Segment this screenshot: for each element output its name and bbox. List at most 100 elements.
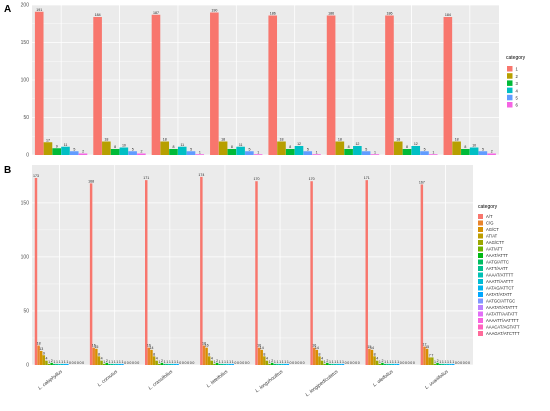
panel-b-bar-aatg-attc xyxy=(218,363,221,365)
panel-a-bar-3 xyxy=(227,149,237,155)
panel-a-legend-swatch xyxy=(507,73,513,79)
panel-a-bar-value-label: 1 xyxy=(374,150,376,154)
panel-b-bar-aatag-attct xyxy=(339,363,342,365)
panel-b-bar-aat-att xyxy=(378,363,382,365)
panel-a-bar-value-label: 17 xyxy=(46,138,50,142)
panel-b-legend-label: AAG/CTT xyxy=(486,240,505,245)
panel-a-bar-6 xyxy=(78,153,88,155)
panel-a-bar-value-label: 10 xyxy=(472,144,476,148)
panel-b-bar-aatt-aatt xyxy=(276,363,279,365)
panel-b-bar-value-label: 0 xyxy=(179,361,181,365)
panel-a-bar-value-label: 5 xyxy=(248,147,250,151)
panel-a-bar-6 xyxy=(428,154,438,155)
panel-b-bar-value-label: 1 xyxy=(111,360,113,364)
panel-a-legend-swatch xyxy=(507,94,513,101)
panel-b-legend-label: A/T xyxy=(486,214,493,219)
panel-b-bar-ag-ct xyxy=(315,349,319,365)
panel-b-bar-aaaat-atttt xyxy=(168,363,171,365)
panel-b-bar-value-label: 0 xyxy=(347,361,349,365)
panel-b-bar-value-label: 14 xyxy=(150,346,154,350)
panel-b-legend-label: AATAT/ATATT xyxy=(486,292,512,297)
panel-b-bar-value-label: 1 xyxy=(279,360,281,364)
panel-b-legend-swatch xyxy=(478,220,483,226)
panel-a-bar-4 xyxy=(236,146,245,155)
panel-b-bar-aatg-attc xyxy=(438,363,442,365)
panel-b-bar-value-label: 1 xyxy=(434,360,436,364)
panel-b-bar-aatg-attc xyxy=(53,363,56,365)
panel-b-bar-aaat-attt xyxy=(50,362,53,365)
panel-a-bar-value-label: 8 xyxy=(348,145,350,149)
panel-b-bar-value-label: 1 xyxy=(389,360,391,364)
panel-b-bar-aatt-aatt xyxy=(441,363,444,365)
panel-a-bar-value-label: 8 xyxy=(289,145,291,149)
panel-b-bar-value-label: 0 xyxy=(303,361,305,365)
panel-b-bar-value-label: 1 xyxy=(439,360,441,364)
panel-a-bar-1 xyxy=(210,12,219,155)
panel-b-bar-c-g xyxy=(312,347,316,365)
panel-b-bar-aatag-attct xyxy=(228,363,232,365)
panel-b-legend-label: AG/CT xyxy=(486,227,499,232)
panel-b-bar-value-label: 1 xyxy=(213,360,215,364)
panel-b-bar-a-t xyxy=(89,183,93,365)
panel-b-bar-value-label: 1 xyxy=(122,360,124,364)
panel-b-legend-swatch xyxy=(478,227,483,232)
panel-b-bar-aaat-attt xyxy=(105,362,109,365)
panel-b-bar-aaatt-aattt xyxy=(226,363,229,365)
panel-b-legend-swatch xyxy=(478,318,483,323)
panel-b-bar-aat-att xyxy=(323,363,326,365)
panel-a-bar-4 xyxy=(411,146,421,155)
panel-a-bar-value-label: 8 xyxy=(231,145,233,149)
panel-b-bar-value-label: 174 xyxy=(198,173,204,177)
panel-b-legend-swatch xyxy=(478,331,483,336)
panel-a-bar-value-label: 186 xyxy=(328,12,334,16)
panel-b-legend-label: AAAGAT/ATCTTT xyxy=(486,331,520,336)
panel-b-bar-value-label: 0 xyxy=(455,361,457,365)
panel-b-bar-aatag-attct xyxy=(449,363,452,365)
panel-b-bar-value-label: 1 xyxy=(387,360,389,364)
panel-b-bar-value-label: 1 xyxy=(169,360,171,364)
panel-b-bar-aaaat-atttt xyxy=(444,363,447,365)
panel-a-bar-4 xyxy=(469,147,479,155)
panel-b-bar-aaatt-aattt xyxy=(115,363,119,365)
panel-a-bar-value-label: 187 xyxy=(153,11,159,15)
panel-b-bar-value-label: 0 xyxy=(350,361,352,365)
panel-a-bar-value-label: 5 xyxy=(73,147,75,151)
panel-b-legend-label: AAT/ATT xyxy=(486,247,503,252)
panel-a-bar-value-label: 5 xyxy=(132,147,134,151)
panel-b-bar-value-label: 0 xyxy=(297,361,299,365)
panel-b-bar-aatat-atatt xyxy=(66,363,69,365)
panel-b-bar-value-label: 2 xyxy=(161,359,163,363)
panel-a-bar-value-label: 2 xyxy=(140,150,142,154)
panel-b-legend-swatch xyxy=(478,285,483,291)
panel-b-bar-value-label: 1 xyxy=(337,360,339,364)
panel-a-bar-value-label: 2 xyxy=(491,150,493,154)
panel-b-legend-label: C/G xyxy=(486,221,493,226)
panel-a-bar-value-label: 9 xyxy=(56,144,58,148)
panel-a-y-tick-label: 150 xyxy=(21,40,30,46)
panel-b-bar-value-label: 0 xyxy=(69,361,71,365)
panel-b-x-tick-label: L. longzhoulitus xyxy=(254,368,284,394)
panel-b-bar-ag-ct xyxy=(370,349,374,365)
panel-a-bar-value-label: 18 xyxy=(280,138,284,142)
panel-b-bar-aat-att xyxy=(268,363,271,365)
panel-b-bar-aatat-atatt xyxy=(396,363,400,365)
panel-b-bar-value-label: 16 xyxy=(257,344,261,348)
legend-a-title: category xyxy=(506,55,526,61)
panel-b-bar-aatag-attct xyxy=(283,363,287,365)
panel-b-bar-value-label: 16 xyxy=(147,344,151,348)
panel-b-bar-value-label: 1 xyxy=(274,360,276,364)
panel-b-legend-swatch xyxy=(478,266,483,271)
panel-b-bar-aaat-attt xyxy=(436,362,439,365)
panel-b-x-tick-label: L. uvariifolius xyxy=(424,368,450,390)
panel-a-bar-4 xyxy=(61,146,70,155)
panel-b-bar-aat-att xyxy=(433,363,437,365)
panel-b-bar-aaatt-aattt xyxy=(336,363,339,365)
panel-b-bar-aaaat-atttt xyxy=(58,363,61,365)
panel-b-bar-value-label: 1 xyxy=(384,360,386,364)
panel-b-bar-at-at xyxy=(42,355,46,365)
panel-b-legend-swatch xyxy=(478,259,483,265)
panel-b-bar-a-t xyxy=(34,177,38,365)
panel-a-bar-value-label: 1 xyxy=(199,150,201,154)
panel-a-bar-5 xyxy=(128,151,137,155)
